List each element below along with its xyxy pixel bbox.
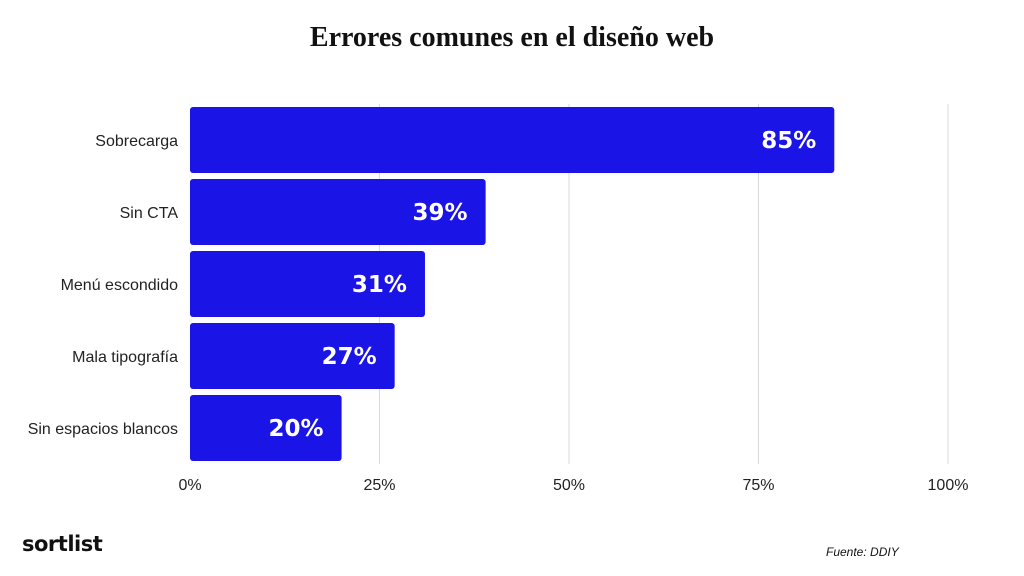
x-tick-label: 50% bbox=[553, 477, 585, 494]
bars: 85% 39% 31% 27% 20% bbox=[190, 107, 835, 461]
bar bbox=[190, 179, 486, 245]
x-tick-labels: 0% 25% 50% 75% 100% bbox=[178, 477, 968, 494]
bar-value-label: 85% bbox=[761, 128, 816, 154]
x-tick-label: 0% bbox=[178, 477, 201, 494]
bar bbox=[190, 107, 835, 173]
x-tick-label: 25% bbox=[363, 477, 395, 494]
category-label: Sin espacios blancos bbox=[28, 421, 178, 438]
x-tick-label: 75% bbox=[742, 477, 774, 494]
bar bbox=[190, 395, 342, 461]
brand-logo: sortlist bbox=[22, 532, 103, 556]
chart-title: Errores comunes en el diseño web bbox=[309, 22, 715, 53]
category-label: Sobrecarga bbox=[95, 133, 178, 150]
x-tick-label: 100% bbox=[928, 477, 969, 494]
source-note: Fuente: DDIY bbox=[826, 545, 899, 559]
bar-value-label: 39% bbox=[413, 200, 468, 226]
category-label: Sin CTA bbox=[120, 205, 179, 222]
bar bbox=[190, 251, 425, 317]
bar-value-label: 27% bbox=[322, 344, 377, 370]
bar bbox=[190, 323, 395, 389]
category-label: Menú escondido bbox=[61, 277, 179, 294]
category-labels: Sobrecarga Sin CTA Menú escondido Mala tipo… bbox=[28, 133, 179, 438]
bar-value-label: 31% bbox=[352, 272, 407, 298]
category-label: Mala tipografía bbox=[72, 349, 178, 366]
bar-value-label: 20% bbox=[269, 416, 324, 442]
